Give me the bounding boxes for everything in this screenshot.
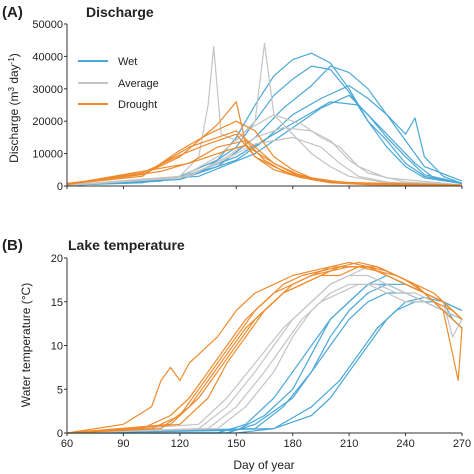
legend-label-drought: Drought xyxy=(118,99,157,111)
legend-label-wet: Wet xyxy=(118,56,137,68)
panel-a-series-wet-1 xyxy=(66,52,463,185)
panel-a-letter: (A) xyxy=(2,4,23,21)
panel-b-title: Lake temperature xyxy=(68,237,185,253)
panel-a-series-lines xyxy=(66,42,463,186)
panel-b-y-tick-label: 10 xyxy=(51,341,63,353)
panel-a-series-average-4 xyxy=(66,136,463,186)
panel-b-series-lines xyxy=(66,261,463,434)
panel-a-series-average-2 xyxy=(66,114,463,186)
panel-b-series-average-2 xyxy=(66,283,463,434)
panel-b-series-wet-6 xyxy=(66,301,463,434)
panel-a-y-tick-label: 50000 xyxy=(32,19,63,31)
legend-label-average: Average xyxy=(118,78,159,90)
panel-a-y-tick-label: 0 xyxy=(57,181,63,193)
panel-a-series-average-1 xyxy=(66,42,463,186)
panel-a-ylabel: Discharge (m3 day-1) xyxy=(7,53,21,163)
panel-b-series-drought-6 xyxy=(66,266,463,434)
panel-b-x-tick-label: 270 xyxy=(453,438,471,450)
panel-a-y-tick-label: 40000 xyxy=(32,51,63,63)
panel-b-series-wet-2 xyxy=(67,292,463,434)
panel-a-series-drought-6 xyxy=(66,144,463,186)
panel-a-tick-labels: 0 10000 20000 30000 40000 50000 xyxy=(32,19,63,193)
panel-b-x-tick-label: 150 xyxy=(227,438,245,450)
panel-b-x-tick-label: 90 xyxy=(117,438,129,450)
panel-b-xlabel: Day of year xyxy=(233,458,294,472)
panel-a-title: Discharge xyxy=(86,4,154,20)
panel-a-y-tick-label: 30000 xyxy=(32,84,63,96)
panel-a-series-wet-5 xyxy=(66,101,463,186)
panel-b-y-tick-label: 15 xyxy=(51,297,63,309)
panel-b-y-tick-label: 0 xyxy=(57,428,63,440)
panel-a-series-drought-3 xyxy=(66,130,463,186)
panel-a: (A) Discharge Discharge (m3 day-1) 0 1000… xyxy=(2,4,463,193)
panel-b-series-average-4 xyxy=(66,274,463,434)
panel-b-x-tick-label: 240 xyxy=(396,438,414,450)
panel-b-axes xyxy=(64,257,463,436)
panel-b-series-average-3 xyxy=(66,283,463,434)
panel-a-series-wet-6 xyxy=(66,94,463,186)
panel-a-y-tick-label: 10000 xyxy=(32,149,63,161)
panel-a-axes xyxy=(64,23,463,189)
panel-a-series-average-3 xyxy=(66,127,463,186)
panel-b-tick-labels: 0 5 10 15 20 60 90 120 150 180 210 240 270 xyxy=(51,253,471,450)
panel-b: (B) Lake temperature Water temperature (… xyxy=(2,237,471,472)
panel-b-x-tick-label: 210 xyxy=(340,438,358,450)
panel-b-x-tick-label: 60 xyxy=(61,438,73,450)
panel-a-series-wet-4 xyxy=(66,84,463,186)
panel-b-x-tick-label: 180 xyxy=(284,438,302,450)
panel-a-y-tick-label: 20000 xyxy=(32,116,63,128)
panel-b-x-tick-label: 120 xyxy=(171,438,189,450)
panel-b-y-tick-label: 20 xyxy=(51,253,63,265)
panel-b-ylabel: Water temperature (°C) xyxy=(19,283,33,407)
panel-b-series-wet-1 xyxy=(67,296,463,434)
panel-b-letter: (B) xyxy=(2,237,23,254)
panel-b-y-tick-label: 5 xyxy=(57,384,63,396)
legend: Wet Average Drought xyxy=(78,56,159,111)
panel-b-series-wet-4 xyxy=(66,274,463,434)
